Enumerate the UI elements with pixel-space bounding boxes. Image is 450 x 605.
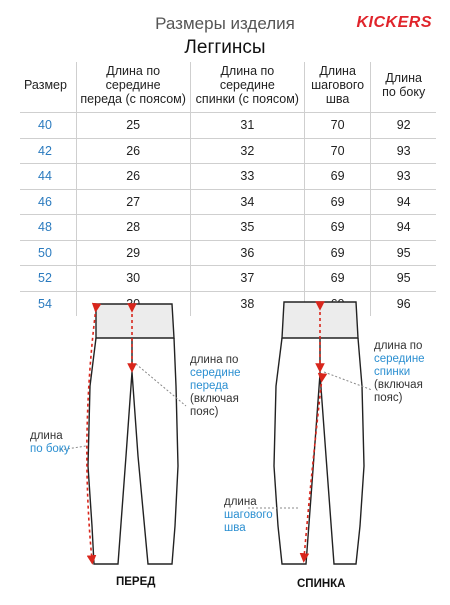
measure-cell: 93 <box>370 163 436 189</box>
measure-cell: 30 <box>75 265 191 291</box>
measure-cell: 33 <box>189 163 305 189</box>
measure-cell: 69 <box>303 265 371 291</box>
measure-cell: 96 <box>370 290 436 316</box>
table-header-row: Размер Длина по середине переда (с поясом)… <box>20 62 436 113</box>
measure-cell: 69 <box>303 188 371 215</box>
table-row: 50 29 36 69 95 <box>20 239 436 266</box>
col-back-length: Длина по середине спинки (с поясом) <box>189 62 305 113</box>
measure-cell: 95 <box>370 265 436 291</box>
table-row: 46 27 34 69 94 <box>20 188 436 215</box>
front-leggings-drawing <box>87 303 179 565</box>
measure-cell: 69 <box>303 214 371 240</box>
size-table: Размер Длина по середине переда (с поясом)… <box>20 62 436 316</box>
front-length-label: длина по середине переда (включая пояс) <box>190 354 241 418</box>
measure-cell: 69 <box>303 239 371 266</box>
measure-cell: 31 <box>189 112 305 138</box>
size-cell: 54 <box>20 290 77 316</box>
measure-cell: 32 <box>189 137 305 164</box>
measure-cell: 70 <box>303 137 371 164</box>
table-row: 42 26 32 70 93 <box>20 137 436 164</box>
measure-cell: 28 <box>75 214 191 240</box>
measure-cell: 94 <box>370 188 436 215</box>
measure-cell: 35 <box>189 214 305 240</box>
table-row: 48 28 35 69 94 <box>20 214 436 240</box>
table-row: 44 26 33 69 93 <box>20 163 436 189</box>
measure-cell: 95 <box>370 239 436 266</box>
table-row: 52 30 37 69 95 <box>20 265 436 291</box>
col-size: Размер <box>24 78 67 92</box>
measure-cell: 37 <box>189 265 305 291</box>
size-cell: 48 <box>20 214 77 240</box>
inseam-length-label: длина шагового шва <box>224 496 273 534</box>
measure-cell: 69 <box>303 163 371 189</box>
back-leggings-drawing <box>273 301 365 565</box>
measure-cell: 26 <box>75 137 191 164</box>
brand-logo: KICKERS <box>356 14 432 31</box>
measure-cell: 29 <box>75 239 191 266</box>
measure-cell: 26 <box>75 163 191 189</box>
measure-cell: 27 <box>75 188 191 215</box>
size-cell: 46 <box>20 188 77 215</box>
back-length-label: длина по середине спинки (включая пояс) <box>374 340 425 404</box>
measure-cell: 25 <box>75 112 191 138</box>
col-inseam: Длина шагового шва <box>303 62 371 113</box>
back-caption: СПИНКА <box>297 578 346 590</box>
size-cell: 50 <box>20 239 77 266</box>
measure-cell: 70 <box>303 112 371 138</box>
size-cell: 44 <box>20 163 77 189</box>
measure-cell: 36 <box>189 239 305 266</box>
size-cell: 52 <box>20 265 77 291</box>
measure-cell: 34 <box>189 188 305 215</box>
size-cell: 40 <box>20 112 77 138</box>
page-title: Размеры изделия <box>155 14 295 33</box>
table-row: 40 25 31 70 92 <box>20 112 436 138</box>
measure-cell: 92 <box>370 112 436 138</box>
size-cell: 42 <box>20 137 77 164</box>
measure-cell: 93 <box>370 137 436 164</box>
side-length-label: длина по боку <box>30 430 70 455</box>
leggings-illustration <box>59 301 373 565</box>
front-caption: ПЕРЕД <box>116 576 156 588</box>
col-side-length: Длина по боку <box>370 62 436 113</box>
product-name: Леггинсы <box>184 37 266 58</box>
measure-cell: 94 <box>370 214 436 240</box>
col-front-length: Длина по середине переда (с поясом) <box>75 62 191 113</box>
leggings-diagram: длина по середине переда (включая пояс) … <box>0 296 450 605</box>
